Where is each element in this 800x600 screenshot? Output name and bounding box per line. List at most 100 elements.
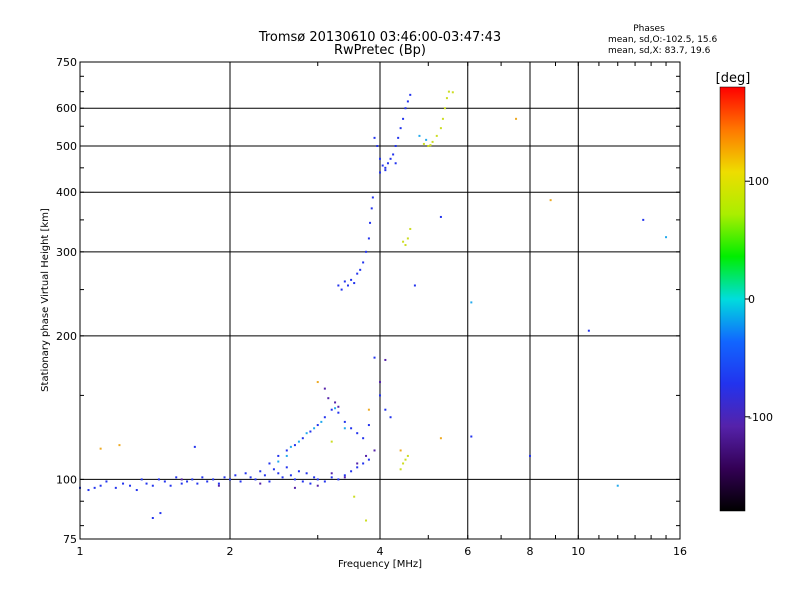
colorbar-gradient [719,86,746,512]
data-point [229,478,231,481]
data-point [353,495,356,498]
data-point [277,460,280,463]
chart-subtitle: RwPretec (Bp) [334,43,426,58]
data-point [201,476,204,479]
data-point [381,164,384,167]
data-point [87,489,90,492]
data-point [399,449,402,452]
data-point [309,430,312,433]
data-point [289,445,292,448]
data-point [289,474,292,477]
data-point [406,237,409,240]
data-point [330,440,333,443]
data-point [343,280,346,283]
colorbar: [deg] 100 0 -100 [716,71,773,512]
data-point [118,444,121,447]
data-point [367,408,370,411]
data-point [365,250,368,253]
data-point [642,218,645,221]
data-point [384,169,387,172]
data-point [616,484,619,487]
colorbar-tick-label: 100 [748,175,769,188]
data-point [151,484,154,487]
data-point [277,472,280,475]
data-point [386,162,389,165]
data-point [99,484,102,487]
data-point [212,478,215,481]
data-point [384,358,387,361]
data-point [409,227,412,230]
y-tick-label: 200 [56,330,77,343]
data-point [425,138,428,141]
data-point [301,437,304,440]
colorbar-ticks: 100 0 -100 [745,175,773,424]
data-point [379,394,381,397]
data-point [223,476,226,479]
data-point [301,480,304,483]
data-point [259,482,262,485]
data-point [394,162,397,165]
data-point [343,420,346,423]
data-point [443,107,446,110]
data-point [406,100,409,103]
data-point [330,476,333,479]
data-point [404,244,407,247]
data-point [665,236,668,239]
data-point [263,474,266,477]
data-point [157,478,160,481]
data-point [323,416,326,419]
data-point [316,381,319,384]
data-point [371,196,374,199]
data-point [404,107,407,110]
data-point [93,486,96,489]
data-point [394,144,397,147]
data-point [373,136,376,139]
y-tick-label: 600 [56,102,77,115]
data-point [413,284,416,287]
data-point [337,411,340,414]
data-point [334,407,337,410]
data-point [244,472,247,475]
data-point [370,207,373,210]
data-point [191,478,194,481]
data-point [359,268,362,271]
data-point [445,97,448,100]
x-axis-ticks: 1 2 4 6 8 10 16 [77,62,687,558]
y-tick-label: 100 [56,473,77,486]
data-point [277,454,280,457]
data-points [79,90,668,522]
data-point [392,153,395,156]
x-tick-label: 6 [464,545,471,558]
data-point [439,437,442,440]
data-point [451,91,454,94]
data-point [334,401,337,404]
data-point [362,261,365,264]
data-point [234,474,237,477]
data-point [587,329,590,332]
data-point [343,474,346,477]
data-point [285,449,288,452]
data-point [309,482,312,485]
data-point [409,93,412,96]
data-point [323,387,326,390]
x-tick-label: 10 [571,545,585,558]
data-point [356,432,359,435]
data-point [404,458,407,461]
data-point [515,117,518,120]
data-point [316,478,319,481]
data-point [169,484,172,487]
phases-o-stats: mean, sd,O:-102.5, 15.6 [608,35,718,45]
data-point [268,462,271,465]
phases-heading: Phases [633,24,665,34]
y-tick-label: 750 [56,56,77,69]
data-point [151,517,154,520]
data-point [346,284,349,287]
x-tick-label: 2 [227,545,234,558]
data-point [431,140,434,143]
data-point [379,381,381,384]
data-point [337,405,340,408]
data-point [239,480,242,483]
data-point [369,221,372,224]
data-point [330,472,333,475]
y-tick-label: 400 [56,186,77,199]
